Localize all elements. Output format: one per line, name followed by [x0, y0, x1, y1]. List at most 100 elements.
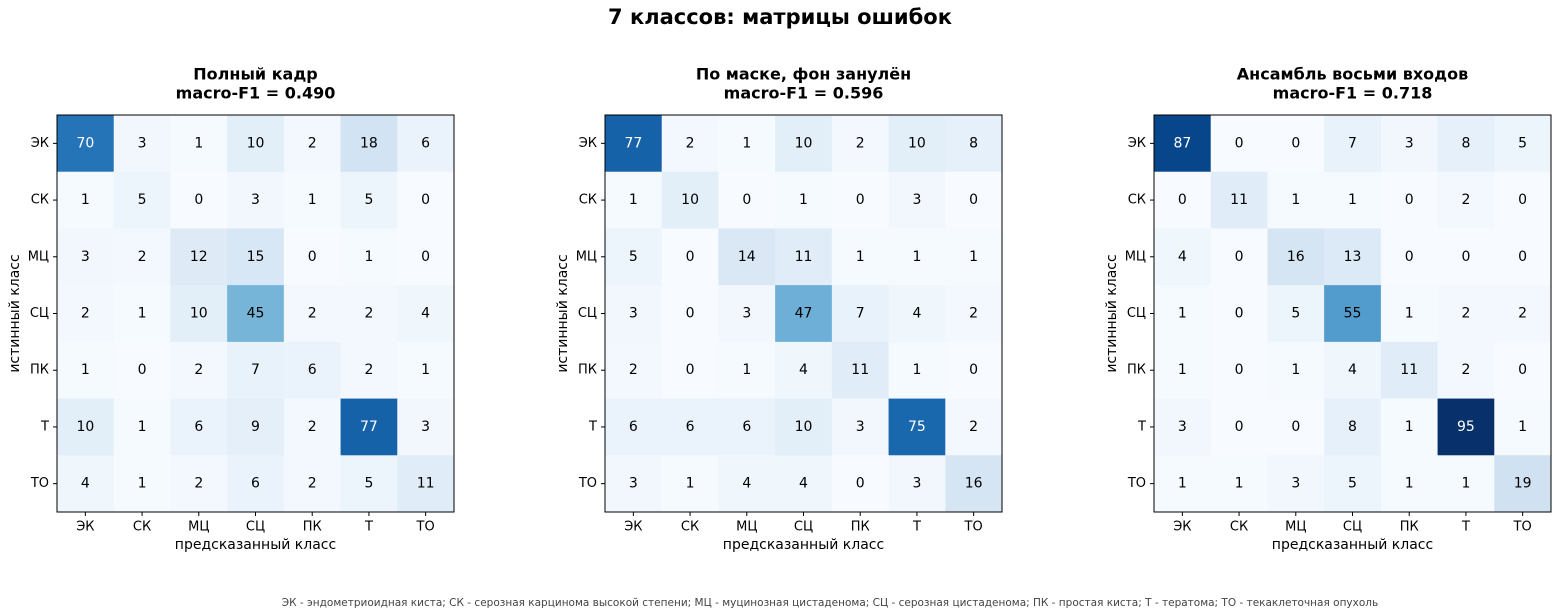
cell-label: 4 [799, 476, 808, 492]
cell-label: 4 [799, 362, 808, 378]
cell-label: 4 [912, 306, 921, 322]
heatmap-cell [831, 398, 890, 456]
heatmap-cell [57, 341, 115, 400]
cell-label: 6 [421, 135, 430, 151]
x-axis-label: предсказанный класс [1272, 537, 1433, 553]
heatmap-cell [1154, 115, 1212, 173]
heatmap-cell [1210, 228, 1268, 286]
cell-label: 1 [194, 135, 203, 151]
heatmap-cell [340, 455, 398, 513]
y-tick-label: Т [588, 419, 597, 434]
heatmap-cell [718, 398, 776, 456]
heatmap-cell [605, 228, 663, 286]
cell-label: 0 [1518, 362, 1527, 378]
heatmap-cell [1494, 171, 1552, 229]
cell-label: 0 [1235, 306, 1244, 322]
cell-label: 3 [138, 135, 147, 151]
heatmap-cell [831, 228, 890, 286]
heatmap-cell [718, 228, 776, 286]
cell-label: 1 [1518, 419, 1527, 435]
heatmap-cell [57, 285, 115, 343]
heatmap-cell [1380, 398, 1439, 456]
heatmap-cell [1210, 285, 1268, 343]
heatmap-cell [888, 228, 946, 286]
cell-label: 8 [1461, 135, 1470, 151]
x-tick-label: ТО [1513, 520, 1532, 535]
heatmap-cell [605, 398, 663, 456]
heatmap-cell [397, 115, 455, 173]
cell-label: 1 [364, 249, 373, 265]
heatmap-cell [57, 398, 115, 456]
heatmap-cell [57, 455, 115, 513]
cell-label: 10 [76, 419, 94, 435]
cell-label: 11 [1400, 362, 1418, 378]
heatmap-cell [945, 171, 1003, 229]
heatmap-cell [397, 341, 455, 400]
cell-label: 0 [856, 192, 865, 208]
heatmap-cell [1267, 341, 1325, 400]
cell-label: 10 [247, 135, 265, 151]
x-tick-label: СК [1230, 520, 1248, 535]
cell-label: 2 [629, 362, 638, 378]
cell-label: 0 [1235, 249, 1244, 265]
heatmap-cell [1380, 285, 1439, 343]
chart-title: По маске, фон занулён [696, 65, 911, 84]
x-axis-label: предсказанный класс [723, 537, 884, 553]
cell-label: 2 [856, 135, 865, 151]
heatmap-cell [1324, 228, 1382, 286]
heatmap-cell [170, 341, 228, 400]
x-tick-label: МЦ [736, 520, 757, 535]
heatmap-cell [775, 228, 833, 286]
x-tick-label: ПК [1400, 520, 1419, 535]
cell-label: 1 [912, 362, 921, 378]
cell-label: 4 [1348, 362, 1357, 378]
x-tick-label: МЦ [188, 520, 209, 535]
heatmap-cell [661, 115, 719, 173]
cell-label: 0 [1178, 192, 1187, 208]
cell-label: 1 [81, 362, 90, 378]
cell-label: 77 [624, 135, 642, 151]
y-tick-label: СК [579, 193, 597, 208]
cell-label: 1 [856, 249, 865, 265]
cell-label: 12 [190, 249, 208, 265]
heatmap-cell [113, 285, 171, 343]
cell-label: 45 [247, 306, 265, 322]
heatmap-cell [1210, 455, 1268, 513]
x-tick-label: ЭК [1173, 520, 1191, 535]
x-tick-label: СЦ [794, 520, 813, 535]
cell-label: 1 [1405, 476, 1414, 492]
heatmap-cell [1437, 285, 1495, 343]
cell-label: 0 [1235, 362, 1244, 378]
cell-label: 1 [308, 192, 317, 208]
cell-label: 5 [364, 476, 373, 492]
heatmap-cell [1324, 285, 1382, 343]
cell-label: 5 [1518, 135, 1527, 151]
cell-label: 11 [1230, 192, 1248, 208]
cell-label: 4 [421, 306, 430, 322]
heatmap-cell [605, 115, 663, 173]
cell-label: 0 [421, 192, 430, 208]
heatmap-cell [397, 171, 455, 229]
heatmap-cell [1494, 455, 1552, 513]
cell-label: 0 [1291, 419, 1300, 435]
cell-label: 1 [686, 476, 695, 492]
heatmap-cell [661, 228, 719, 286]
cell-label: 1 [799, 192, 808, 208]
cell-label: 5 [1348, 476, 1357, 492]
heatmap-cell [775, 115, 833, 173]
y-tick-label: МЦ [1125, 249, 1146, 264]
cell-label: 77 [360, 419, 378, 435]
cell-label: 5 [138, 192, 147, 208]
heatmap-cell [831, 455, 890, 513]
cell-label: 0 [1405, 249, 1414, 265]
heatmap-cell [1324, 115, 1382, 173]
heatmap-cell [1437, 455, 1495, 513]
heatmap-cell [1154, 171, 1212, 229]
heatmap-cell [718, 455, 776, 513]
heatmap-cell [605, 341, 663, 400]
y-tick-label: СЦ [578, 306, 597, 321]
heatmap-cell [1494, 285, 1552, 343]
y-tick-label: Т [1137, 419, 1146, 434]
y-axis-label: истинный класс [1104, 254, 1120, 372]
